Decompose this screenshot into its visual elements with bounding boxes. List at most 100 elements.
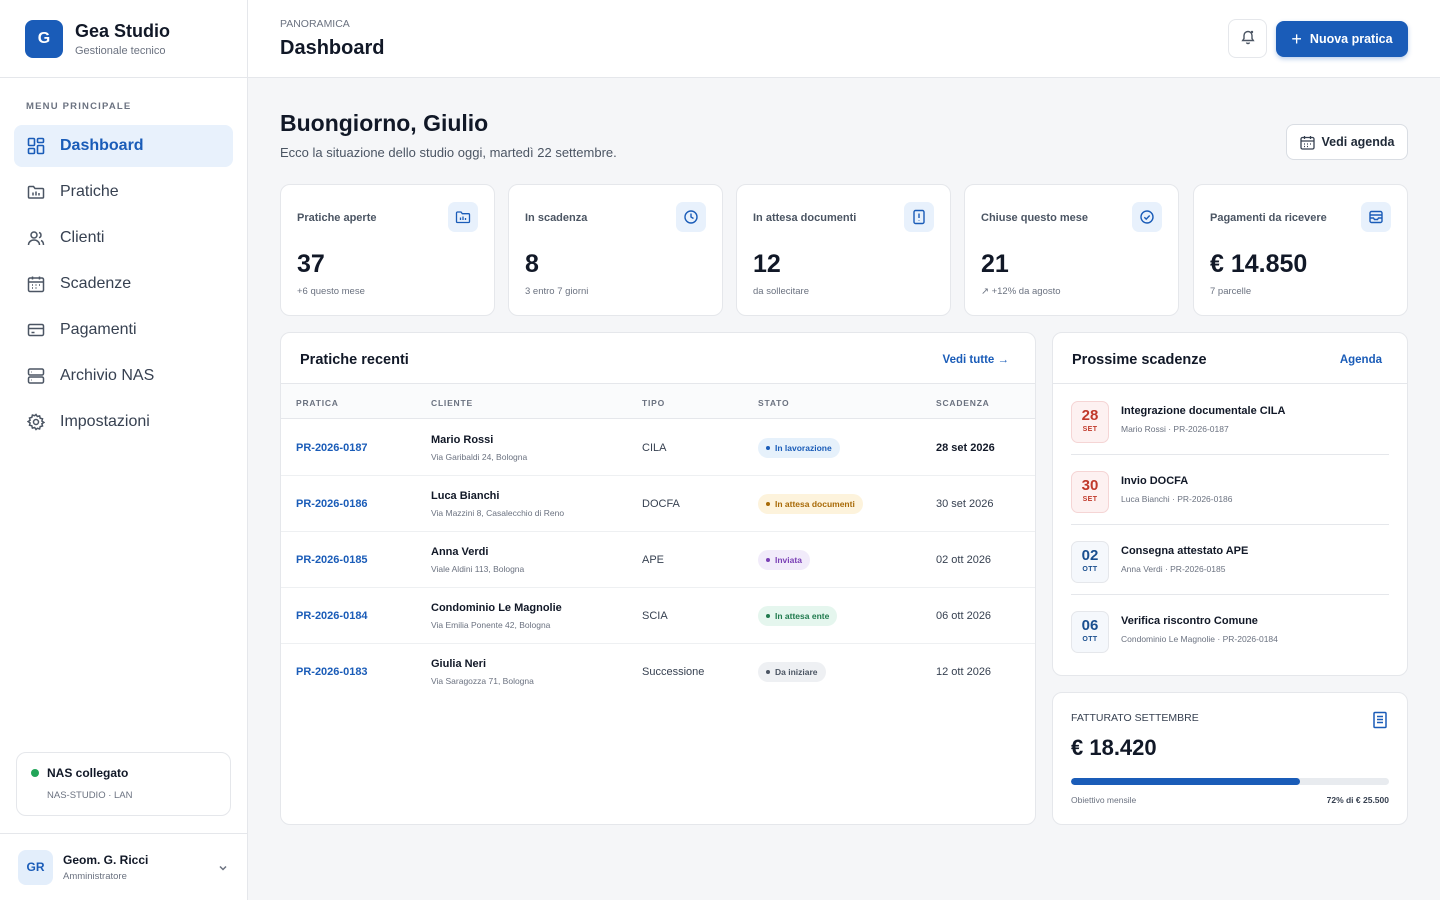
client-name: Mario Rossi <box>431 434 494 446</box>
date-month: SET <box>1082 496 1098 503</box>
client-address: Via Saragozza 71, Bologna <box>431 676 534 686</box>
status-dot <box>766 502 770 506</box>
column-header[interactable]: PRATICA <box>296 398 339 408</box>
kpi-value: 12 <box>753 250 781 278</box>
pratica-code-link[interactable]: PR-2026-0184 <box>296 610 368 622</box>
pratica-code-link[interactable]: PR-2026-0186 <box>296 498 368 510</box>
vedi-agenda-label: Vedi agenda <box>1321 135 1395 149</box>
user-menu[interactable]: GR Geom. G. Ricci Amministratore <box>0 833 247 900</box>
chevron-down-icon[interactable] <box>217 861 229 879</box>
sidebar-item-impostazioni[interactable]: Impostazioni <box>14 401 233 443</box>
client-name: Giulia Neri <box>431 658 487 670</box>
kpi-card-chiuse-questo-mese: Chiuse questo mese 21 ↗ +12% da agosto <box>964 184 1179 316</box>
kpi-label: Pratiche aperte <box>297 212 377 224</box>
sidebar-item-clienti[interactable]: Clienti <box>14 217 233 259</box>
folder-icon <box>26 182 46 202</box>
due-date: 28 set 2026 <box>936 442 995 454</box>
revenue-label: FATTURATO SETTEMBRE <box>1071 712 1199 724</box>
notifications-button[interactable] <box>1228 19 1267 58</box>
deadline-item[interactable]: 02 OTT Consegna attestato APE Anna Verdi · … <box>1071 525 1389 595</box>
table-row[interactable]: PR-2026-0184 Condominio Le Magnolie Via Em… <box>281 588 1035 644</box>
pratica-type: APE <box>642 554 665 566</box>
deadline-title: Integrazione documentale CILA <box>1121 405 1286 417</box>
table-row[interactable]: PR-2026-0185 Anna Verdi Viale Aldini 113, … <box>281 532 1035 588</box>
pratica-type: DOCFA <box>642 498 680 510</box>
gear-icon <box>26 412 46 432</box>
brand-logo: G <box>25 19 63 58</box>
deadline-subtitle: Luca Bianchi · PR-2026-0186 <box>1121 494 1233 504</box>
alert-doc-icon <box>904 202 934 232</box>
pratica-type: CILA <box>642 442 667 454</box>
folder-icon <box>448 202 478 232</box>
user-name: Geom. G. Ricci <box>63 852 149 867</box>
new-pratica-label: Nuova pratica <box>1309 32 1393 46</box>
check-circle-icon <box>1132 202 1162 232</box>
column-header[interactable]: STATO <box>758 398 790 408</box>
nas-status: NAS collegato NAS-STUDIO · LAN <box>16 752 231 816</box>
deadline-subtitle: Mario Rossi · PR-2026-0187 <box>1121 424 1229 434</box>
kpi-subtext: +6 questo mese <box>297 286 365 297</box>
new-pratica-button[interactable]: + Nuova pratica <box>1276 21 1408 57</box>
kpi-value: 8 <box>525 250 539 278</box>
pratica-code-link[interactable]: PR-2026-0187 <box>296 442 368 454</box>
status-label: Da iniziare <box>775 667 818 677</box>
date-month: OTT <box>1082 636 1098 643</box>
column-header[interactable]: SCADENZA <box>936 398 990 408</box>
brand-title: Gea Studio <box>75 20 171 41</box>
status-badge: In attesa ente <box>758 606 838 626</box>
sidebar-item-pagamenti[interactable]: Pagamenti <box>14 309 233 351</box>
column-header[interactable]: CLIENTE <box>431 398 473 408</box>
sidebar-item-label: Dashboard <box>60 137 144 154</box>
date-badge: 30 SET <box>1071 471 1109 513</box>
column-header[interactable]: TIPO <box>642 398 666 408</box>
nas-status-title: NAS collegato <box>47 766 129 780</box>
sidebar-item-label: Clienti <box>60 229 105 246</box>
revenue-goal-label: Obiettivo mensile <box>1071 795 1137 805</box>
vedi-agenda-button[interactable]: Vedi agenda <box>1286 124 1408 160</box>
due-date: 02 ott 2026 <box>936 554 992 566</box>
kpi-subtext: ↗ +12% da agosto <box>981 286 1061 297</box>
table-row[interactable]: PR-2026-0186 Luca Bianchi Via Mazzini 8, C… <box>281 476 1035 532</box>
client-name: Condominio Le Magnolie <box>431 602 562 614</box>
deadline-item[interactable]: 30 SET Invio DOCFA Luca Bianchi · PR-2026-0… <box>1071 455 1389 525</box>
kpi-label: Pagamenti da ricevere <box>1210 212 1327 224</box>
mail-icon <box>1361 202 1391 232</box>
sidebar-item-scadenze[interactable]: Scadenze <box>14 263 233 305</box>
server-icon <box>26 366 46 386</box>
deadline-item[interactable]: 06 OTT Verifica riscontro Comune Condominio… <box>1071 595 1389 665</box>
brand-subtitle: Gestionale tecnico <box>75 44 166 57</box>
top-header: PANORAMICA Dashboard + Nuova pratica <box>248 0 1440 78</box>
sidebar-item-label: Pratiche <box>60 183 119 200</box>
brand: G Gea Studio Gestionale tecnico <box>0 0 247 78</box>
date-month: SET <box>1082 426 1098 433</box>
date-day: 06 <box>1081 617 1099 634</box>
status-label: In lavorazione <box>775 443 832 453</box>
sidebar-item-pratiche[interactable]: Pratiche <box>14 171 233 213</box>
deadline-title: Verifica riscontro Comune <box>1121 615 1258 627</box>
vedi-tutte-link[interactable]: Vedi tutte → <box>942 354 1009 366</box>
status-badge: In lavorazione <box>758 438 840 458</box>
greeting-subtitle: Ecco la situazione dello studio oggi, ma… <box>280 145 617 160</box>
agenda-link[interactable]: Agenda <box>1339 354 1382 366</box>
table-row[interactable]: PR-2026-0183 Giulia Neri Via Saragozza 71,… <box>281 644 1035 700</box>
pratica-type: SCIA <box>642 610 668 622</box>
pratica-code-link[interactable]: PR-2026-0183 <box>296 666 368 678</box>
deadline-item[interactable]: 28 SET Integrazione documentale CILA Mario … <box>1071 385 1389 455</box>
deadline-title: Consegna attestato APE <box>1121 545 1249 557</box>
sidebar-item-archivio-nas[interactable]: Archivio NAS <box>14 355 233 397</box>
plus-icon: + <box>1291 28 1302 49</box>
sidebar-item-dashboard[interactable]: Dashboard <box>14 125 233 167</box>
sidebar-item-label: Impostazioni <box>60 413 150 430</box>
pratica-code-link[interactable]: PR-2026-0185 <box>296 554 368 566</box>
status-dot <box>766 446 770 450</box>
date-badge: 28 SET <box>1071 401 1109 443</box>
sidebar-item-label: Pagamenti <box>60 321 137 338</box>
users-icon <box>26 228 46 248</box>
table-row[interactable]: PR-2026-0187 Mario Rossi Via Garibaldi 24,… <box>281 420 1035 476</box>
status-label: In attesa documenti <box>775 499 855 509</box>
deadline-subtitle: Anna Verdi · PR-2026-0185 <box>1121 564 1226 574</box>
sidebar-item-label: Archivio NAS <box>60 367 155 384</box>
calendar-icon <box>1299 135 1315 150</box>
status-dot <box>766 614 770 618</box>
menu-section-label: MENU PRINCIPALE <box>26 101 132 112</box>
